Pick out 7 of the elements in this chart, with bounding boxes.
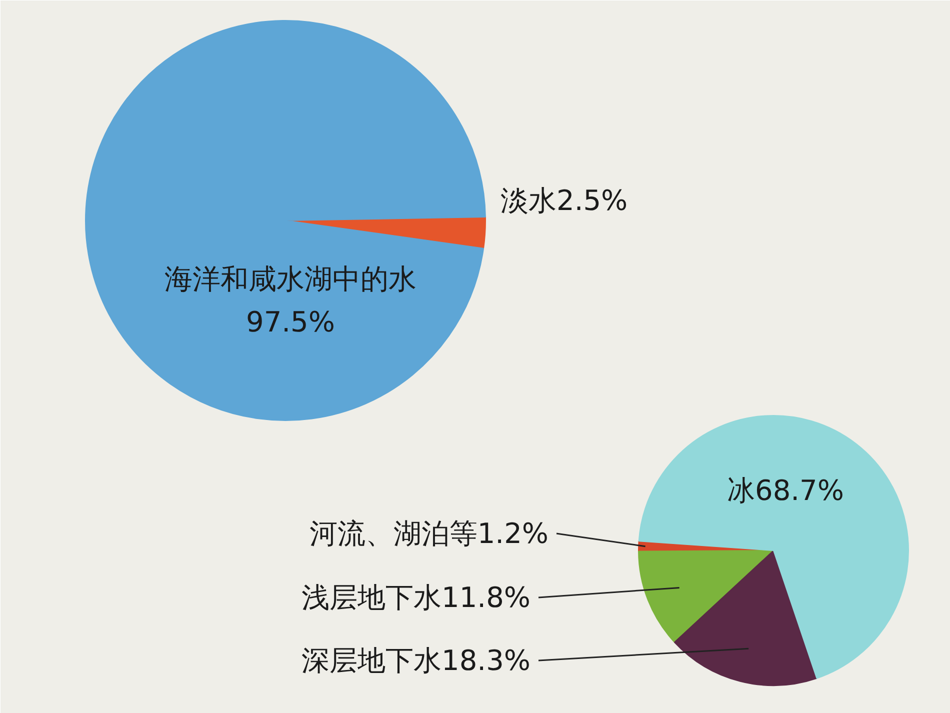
- slice-label: 淡水2.5%: [500, 184, 628, 217]
- slice-label: 海洋和咸水湖中的水: [164, 262, 416, 296]
- slice-label: 深层地下水18.3%: [302, 644, 531, 677]
- slice-label: 冰68.7%: [727, 474, 844, 507]
- slice-label: 浅层地下水11.8%: [302, 581, 531, 614]
- data-label: 97.5%: [246, 305, 335, 338]
- slice-label: 河流、湖泊等1.2%: [309, 517, 549, 550]
